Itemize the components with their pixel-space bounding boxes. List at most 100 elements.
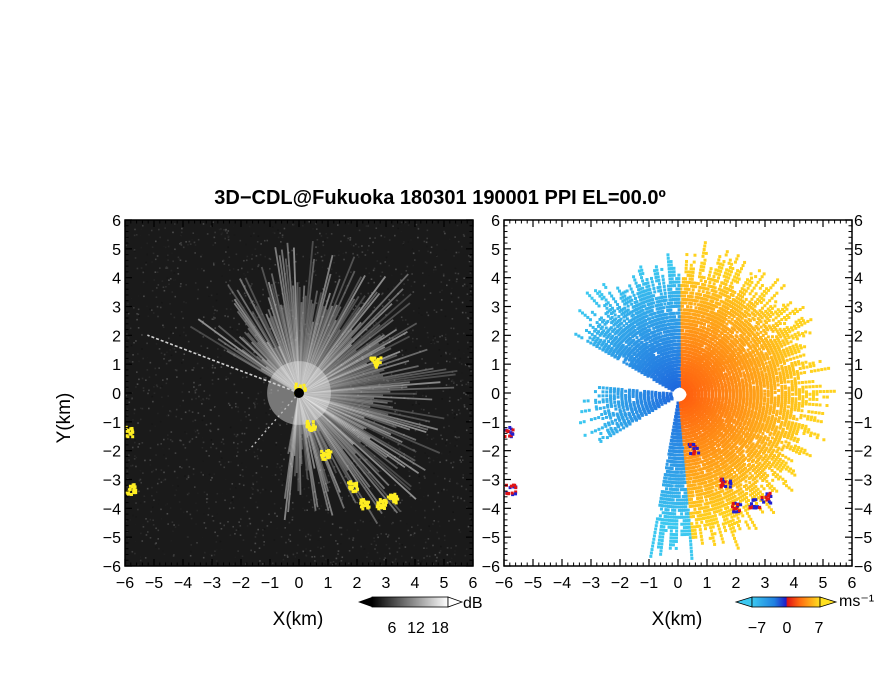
noise-speck xyxy=(193,367,195,369)
velocity-pixel xyxy=(672,522,676,526)
noise-speck xyxy=(201,323,204,325)
velocity-pixel xyxy=(652,534,656,538)
noise-speck xyxy=(130,344,133,347)
noise-speck xyxy=(196,268,199,270)
velocity-pixel xyxy=(727,509,731,513)
velocity-pixel xyxy=(702,481,706,485)
velocity-pixel xyxy=(704,495,708,499)
noise-speck xyxy=(160,508,162,511)
strong-echo-pixel xyxy=(131,435,135,439)
velocity-pixel xyxy=(726,513,730,517)
velocity-pixel xyxy=(672,487,676,491)
noise-speck xyxy=(407,224,410,226)
velocity-pixel xyxy=(758,451,762,455)
noise-speck xyxy=(177,256,180,259)
velocity-pixel xyxy=(717,438,721,442)
noise-speck xyxy=(423,557,425,559)
noise-speck xyxy=(371,511,373,513)
noise-speck xyxy=(320,555,322,558)
y-tick-label: −2 xyxy=(103,444,121,461)
noise-speck xyxy=(192,468,195,470)
noise-speck xyxy=(414,259,416,261)
noise-speck xyxy=(433,220,436,223)
noise-speck xyxy=(140,228,143,231)
noise-speck xyxy=(223,273,226,276)
velocity-pixel xyxy=(659,528,663,532)
noise-speck xyxy=(461,459,464,462)
noise-speck xyxy=(161,396,163,399)
velocity-pixel xyxy=(708,522,712,526)
velocity-pixel xyxy=(668,546,672,550)
velocity-pixel xyxy=(710,489,714,493)
noise-speck xyxy=(463,404,466,406)
velocity-pixel xyxy=(764,453,768,457)
noise-speck xyxy=(189,439,192,442)
noise-speck xyxy=(142,523,144,526)
noise-speck xyxy=(320,235,323,237)
velocity-pixel xyxy=(726,474,730,478)
noise-speck xyxy=(452,357,454,360)
noise-speck xyxy=(176,376,178,378)
noise-speck xyxy=(413,544,416,547)
velocity-pixel xyxy=(663,497,667,501)
noise-speck xyxy=(424,559,426,562)
noise-speck xyxy=(280,535,283,538)
velocity-pixel xyxy=(658,535,662,539)
noise-speck xyxy=(448,400,451,402)
noise-speck xyxy=(412,310,415,312)
velocity-pixel xyxy=(711,507,715,511)
noise-speck xyxy=(471,369,473,372)
noise-speck xyxy=(424,538,426,541)
velocity-pixel xyxy=(677,515,681,519)
noise-speck xyxy=(148,407,150,410)
noise-speck xyxy=(417,470,420,473)
velocity-pixel xyxy=(664,480,668,484)
noise-speck xyxy=(340,533,343,536)
noise-speck xyxy=(142,224,144,227)
noise-speck xyxy=(191,369,193,371)
noise-speck xyxy=(145,534,148,536)
velocity-pixel xyxy=(760,448,764,452)
noise-speck xyxy=(460,497,462,500)
velocity-pixel xyxy=(755,449,759,453)
noise-speck xyxy=(138,479,141,482)
velocity-pixel xyxy=(667,480,671,484)
noise-speck xyxy=(189,513,192,516)
velocity-pixel xyxy=(715,520,719,524)
noise-speck xyxy=(243,432,246,435)
noise-speck xyxy=(421,394,424,397)
noise-speck xyxy=(203,522,206,524)
noise-speck xyxy=(418,403,420,405)
velocity-pixel xyxy=(711,439,715,443)
noise-speck xyxy=(467,356,470,358)
noise-speck xyxy=(132,426,135,428)
noise-speck xyxy=(169,410,171,412)
velocity-pixel xyxy=(706,494,710,498)
noise-speck xyxy=(141,334,143,336)
velocity-pixel xyxy=(765,446,769,450)
noise-speck xyxy=(183,301,185,303)
strong-echo-pixel xyxy=(321,454,325,458)
noise-speck xyxy=(333,254,336,257)
velocity-pixel xyxy=(732,449,736,453)
velocity-pixel xyxy=(730,441,734,445)
noise-speck xyxy=(404,546,407,548)
velocity-pixel xyxy=(737,512,741,516)
strong-echo-pixel xyxy=(355,481,359,485)
noise-speck xyxy=(265,412,268,414)
noise-speck xyxy=(242,484,245,487)
noise-speck xyxy=(224,315,226,317)
noise-speck xyxy=(208,398,210,400)
noise-speck xyxy=(156,239,159,242)
noise-speck xyxy=(207,514,210,516)
noise-speck xyxy=(162,447,164,450)
noise-speck xyxy=(467,394,469,397)
noise-speck xyxy=(403,455,406,457)
noise-speck xyxy=(309,549,312,552)
noise-speck xyxy=(370,315,373,317)
noise-speck xyxy=(240,441,243,443)
velocity-pixel xyxy=(693,479,697,483)
velocity-pixel xyxy=(743,462,747,466)
noise-speck xyxy=(213,312,215,315)
noise-speck xyxy=(305,554,307,557)
